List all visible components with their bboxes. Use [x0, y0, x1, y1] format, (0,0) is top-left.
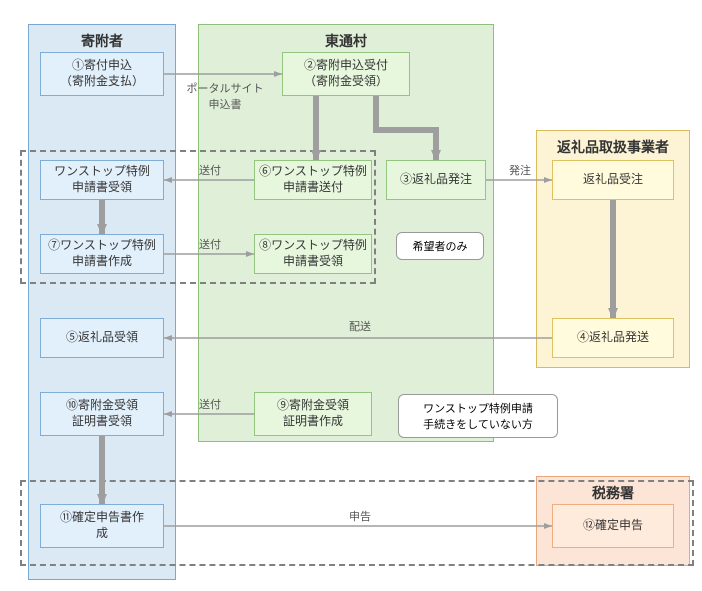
edge-label-send2: 送付	[190, 236, 230, 252]
diagram-canvas: 寄附者東通村返礼品取扱事業者税務署①寄付申込（寄附金支払）②寄附申込受付（寄附金…	[0, 0, 702, 591]
node-n6: ⑥ワンストップ特例申請書送付	[254, 160, 372, 200]
edge-label-send3: 送付	[190, 396, 230, 412]
node-n1: ①寄付申込（寄附金支払）	[40, 52, 164, 96]
node-n4: ④返礼品発送	[552, 318, 674, 358]
node-n5: ⑤返礼品受領	[40, 318, 164, 358]
note-no_onestop: ワンストップ特例申請手続きをしていない方	[398, 394, 558, 438]
node-n3: ③返礼品発注	[386, 160, 486, 200]
node-n7: ⑦ワンストップ特例申請書作成	[40, 234, 164, 274]
edge-label-declare: 申告	[340, 508, 380, 524]
node-n11: ⑪確定申告書作成	[40, 504, 164, 548]
edge-label-order: 発注	[500, 162, 540, 178]
node-n2: ②寄附申込受付（寄附金受領）	[282, 52, 410, 96]
node-n9: ⑨寄附金受領証明書作成	[254, 392, 372, 436]
node-n8: ⑧ワンストップ特例申請書受領	[254, 234, 372, 274]
note-hopeful: 希望者のみ	[396, 232, 484, 260]
node-nRecv: 返礼品受注	[552, 160, 674, 200]
node-n10: ⑩寄附金受領証明書受領	[40, 392, 164, 436]
node-nws: ワンストップ特例申請書受領	[40, 160, 164, 200]
edge-label-deliver: 配送	[340, 318, 380, 334]
region-title-village: 東通村	[199, 31, 493, 51]
edge-label-send1: 送付	[190, 162, 230, 178]
region-title-vendor: 返礼品取扱事業者	[537, 137, 689, 157]
region-title-donor: 寄附者	[29, 31, 175, 51]
node-n12: ⑫確定申告	[552, 504, 674, 548]
edge-label-portal: ポータルサイト申込書	[180, 80, 270, 112]
